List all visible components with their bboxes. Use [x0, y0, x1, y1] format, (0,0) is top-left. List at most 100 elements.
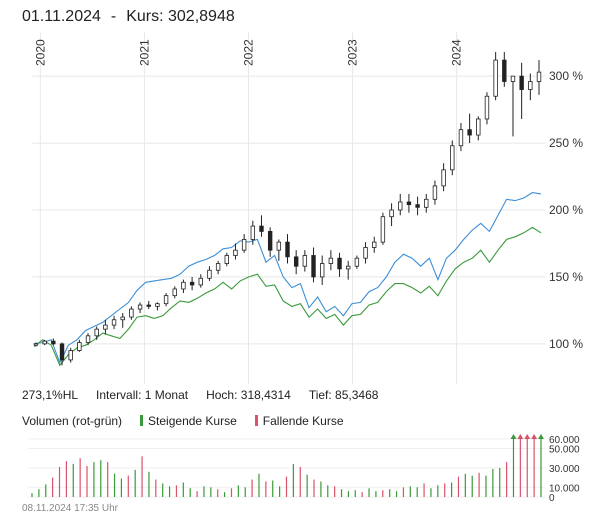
year-labels: 2020 2021 2022 2023 2024: [33, 39, 463, 66]
candle: [189, 276, 195, 291]
candle-body-up: [398, 201, 403, 211]
candle: [493, 52, 498, 101]
candle-body-up: [233, 249, 238, 256]
volume-overflow-arrow: [524, 434, 531, 439]
candle: [441, 163, 446, 192]
candle: [163, 292, 169, 307]
volume-bars: [31, 434, 544, 497]
candle-body-up: [441, 169, 446, 187]
volume-tick-label: 0: [549, 493, 555, 504]
year-label: 2020: [33, 39, 47, 66]
candle: [85, 333, 91, 346]
candle: [77, 339, 82, 352]
candle: [155, 302, 160, 311]
candle: [372, 236, 377, 253]
candle: [432, 180, 438, 205]
volume-overflow-arrow: [517, 434, 524, 439]
candle: [484, 92, 490, 125]
candle-body-up: [129, 308, 134, 318]
candle: [389, 203, 394, 227]
candle-body-up: [172, 288, 177, 297]
rising-marker-icon: [140, 415, 144, 426]
candle: [59, 342, 65, 366]
candle: [68, 347, 73, 363]
candle: [120, 313, 125, 328]
candle-body-down: [259, 225, 264, 232]
candle: [181, 279, 186, 293]
candle: [172, 286, 177, 299]
candle: [33, 342, 39, 347]
volume-tick-label: 50.000: [549, 445, 580, 456]
candle: [267, 227, 273, 257]
candle: [276, 239, 282, 261]
candle: [415, 196, 420, 216]
candle: [285, 234, 290, 264]
candle-body-down: [59, 343, 65, 361]
year-label: 2023: [346, 39, 360, 66]
candle: [198, 274, 203, 288]
chart-header: 01.11.2024- Kurs: 302,8948: [22, 8, 235, 26]
candle-body-up: [328, 257, 334, 264]
volume-title: Volumen (rot-grün): [22, 414, 123, 428]
candle: [424, 193, 429, 213]
candle-body-up: [68, 350, 73, 361]
y-tick-label: 250 %: [549, 136, 583, 150]
stat-performance: 273,1%HL: [22, 388, 79, 402]
candle-body-down: [415, 204, 420, 208]
candle: [51, 338, 56, 346]
y-tick-label: 200 %: [549, 203, 583, 217]
year-label: 2024: [450, 39, 464, 66]
candle-body-up: [458, 129, 464, 147]
stat-high: Hoch: 318,4314: [206, 388, 291, 402]
candle: [207, 266, 212, 281]
candle: [328, 250, 334, 271]
candle-body-up: [450, 145, 455, 171]
stat-interval: Intervall: 1 Monat: [96, 388, 189, 402]
candle-body-up: [215, 263, 221, 271]
candle-body-up: [198, 277, 203, 286]
candle: [103, 319, 108, 335]
volume-overflow-arrow: [510, 434, 517, 439]
candle: [215, 260, 221, 275]
candle-body-down: [189, 281, 195, 286]
candle: [346, 260, 351, 280]
candle-body-down: [285, 241, 290, 258]
volume-tick-label: 60.000: [549, 435, 580, 446]
candle-body-up: [224, 255, 229, 264]
volume-legend: Volumen (rot-grün) Steigende Kurse Fallend…: [22, 414, 344, 428]
volume-tick-label: 30.000: [549, 464, 580, 475]
candle: [458, 123, 464, 152]
candle-body-down: [311, 255, 316, 278]
candle: [363, 242, 368, 264]
candle-body-down: [502, 59, 507, 82]
year-label: 2022: [241, 39, 255, 66]
benchmark-line-blue: [33, 192, 542, 364]
candle: [476, 116, 481, 141]
candle: [406, 193, 412, 213]
legend-falling: Fallende Kurse: [262, 414, 344, 428]
candle: [233, 243, 238, 260]
candle-body-up: [389, 209, 394, 218]
candle-body-up: [120, 316, 125, 321]
candle-body-up: [424, 198, 429, 208]
candle: [354, 255, 360, 269]
candle: [137, 302, 143, 314]
candle: [146, 301, 151, 310]
candle-body-up: [372, 241, 377, 248]
candle-body-up: [94, 328, 99, 337]
candle-body-up: [354, 257, 360, 267]
candle-body-up: [250, 225, 256, 240]
candle-body-up: [319, 263, 325, 278]
candle: [502, 52, 507, 87]
year-label: 2021: [137, 39, 151, 66]
candle-body-up: [137, 304, 143, 310]
candle: [319, 255, 325, 285]
candle-body-up: [380, 216, 386, 243]
candle-body-down: [406, 201, 412, 206]
candle: [224, 252, 229, 267]
candlesticks: [33, 52, 542, 366]
candle-body-up: [163, 295, 169, 305]
candle-body-up: [484, 95, 490, 120]
candle: [467, 113, 472, 144]
